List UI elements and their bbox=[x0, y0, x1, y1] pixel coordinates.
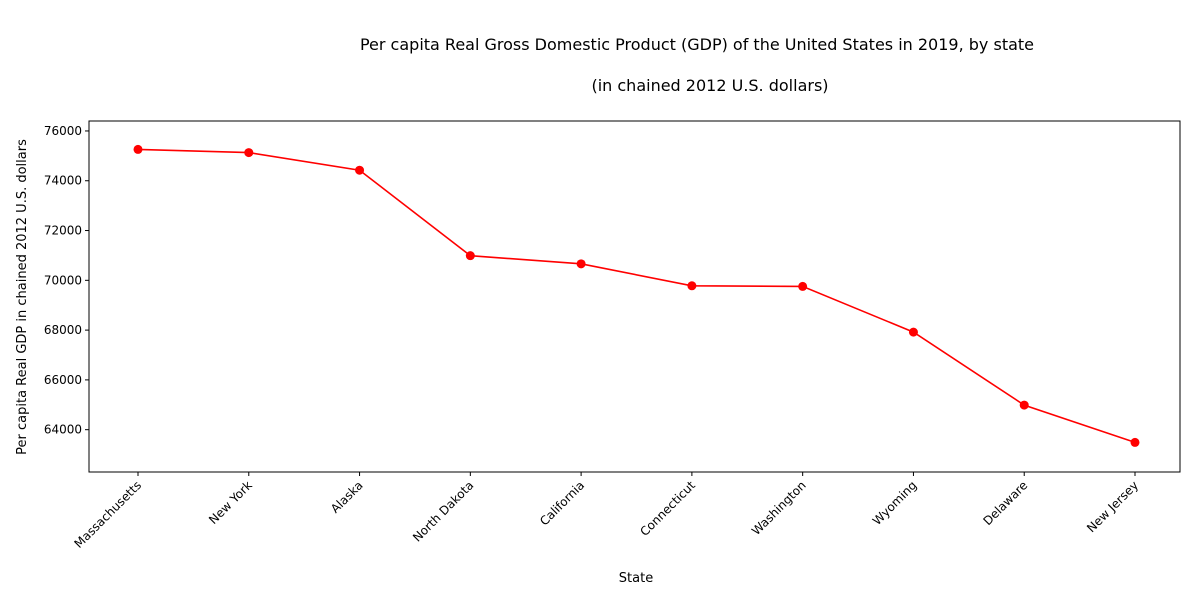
y-axis-label: Per capita Real GDP in chained 2012 U.S.… bbox=[15, 139, 30, 455]
data-point-delaware bbox=[1019, 400, 1029, 410]
x-axis-label: State bbox=[619, 571, 653, 586]
plot-frame bbox=[88, 120, 1181, 473]
x-tick-label: Washington bbox=[749, 478, 809, 538]
chart-title: Per capita Real Gross Domestic Product (… bbox=[360, 35, 1034, 54]
data-point-north-dakota bbox=[465, 251, 475, 261]
data-point-new-jersey bbox=[1130, 437, 1140, 447]
y-tick-label: 74000 bbox=[44, 174, 82, 188]
y-tick-label: 76000 bbox=[44, 124, 82, 138]
data-point-wyoming bbox=[908, 327, 918, 337]
x-tick-label: New Jersey bbox=[1084, 478, 1141, 535]
y-tick-label: 64000 bbox=[44, 423, 82, 437]
x-tick-label: New York bbox=[206, 478, 255, 527]
x-tick-label: Connecticut bbox=[637, 478, 698, 539]
y-tick-label: 68000 bbox=[44, 323, 82, 337]
data-point-washington bbox=[798, 281, 808, 291]
data-point-new-york bbox=[244, 148, 254, 158]
data-points bbox=[133, 144, 1140, 447]
series-line bbox=[137, 148, 1136, 444]
data-point-connecticut bbox=[687, 281, 697, 291]
x-tick-label: California bbox=[537, 478, 587, 528]
data-point-california bbox=[576, 259, 586, 269]
y-axis-ticks: 64000 66000 68000 70000 72000 74000 76000 bbox=[44, 124, 89, 437]
x-axis-ticks: Massachusetts New York Alaska North Dakota C… bbox=[72, 472, 1141, 551]
x-tick-label: Massachusetts bbox=[72, 478, 145, 551]
data-point-massachusetts bbox=[133, 144, 143, 154]
y-tick-label: 66000 bbox=[44, 373, 82, 387]
x-tick-label: North Dakota bbox=[410, 478, 476, 544]
x-tick-label: Delaware bbox=[980, 478, 1030, 528]
chart-subtitle: (in chained 2012 U.S. dollars) bbox=[591, 76, 828, 95]
data-point-alaska bbox=[355, 165, 365, 175]
y-tick-label: 70000 bbox=[44, 273, 82, 287]
y-tick-label: 72000 bbox=[44, 224, 82, 238]
x-tick-label: Wyoming bbox=[870, 478, 920, 528]
x-tick-label: Alaska bbox=[328, 478, 366, 516]
